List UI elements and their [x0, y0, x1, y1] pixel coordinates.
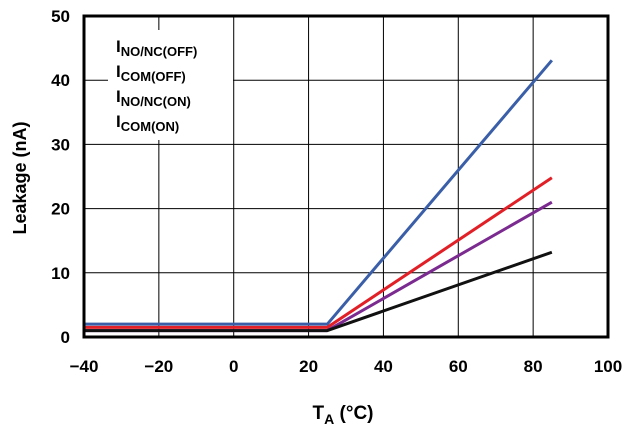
legend-entry-main: I — [116, 112, 121, 131]
x-axis-label-sub: A — [324, 411, 334, 425]
series-line-3 — [84, 200, 553, 333]
legend-entry-main: I — [116, 37, 121, 56]
x-axis-label-suffix: (°C) — [334, 403, 373, 424]
x-tick-label: −40 — [70, 357, 99, 376]
legend-entry-main: I — [116, 87, 121, 106]
x-axis-label: TA (°C) — [313, 403, 374, 425]
x-tick-labels: −40 −20 0 20 40 60 80 100 — [70, 357, 623, 376]
plot-frame — [82, 14, 610, 339]
x-tick-label: 40 — [374, 357, 393, 376]
y-tick-label: 10 — [51, 264, 70, 283]
x-tick-label: 80 — [524, 357, 543, 376]
legend-entry-sub: COM(ON) — [121, 119, 180, 134]
legend-entry-sub: NO/NC(ON) — [121, 94, 191, 109]
y-tick-label: 50 — [51, 7, 70, 26]
y-tick-labels: 0 10 20 30 40 50 — [51, 7, 70, 347]
x-tick-label: 60 — [449, 357, 468, 376]
series-line-1 — [84, 59, 553, 326]
y-tick-label: 30 — [51, 135, 70, 154]
series-lines — [84, 59, 553, 333]
x-tick-label: 100 — [594, 357, 622, 376]
legend-background — [108, 30, 233, 140]
legend-entry-main: I — [116, 62, 121, 81]
x-axis-label-main: T — [313, 403, 325, 424]
x-tick-label: 20 — [299, 357, 318, 376]
series-line-4 — [84, 250, 553, 333]
legend-entry-3: INO/NC(ON) — [116, 87, 191, 109]
legend-entry-2: ICOM(OFF) — [116, 62, 186, 84]
x-tick-label: 0 — [229, 357, 238, 376]
x-tick-label: −20 — [144, 357, 173, 376]
legend-entry-sub: NO/NC(OFF) — [121, 44, 198, 59]
legend-entry-1: INO/NC(OFF) — [116, 37, 197, 59]
legend-entry-sub: COM(OFF) — [121, 69, 186, 84]
legend: INO/NC(OFF)ICOM(OFF)INO/NC(ON)ICOM(ON) — [108, 30, 233, 140]
legend-entry-4: ICOM(ON) — [116, 112, 179, 134]
y-tick-label: 20 — [51, 200, 70, 219]
y-tick-label: 0 — [61, 328, 70, 347]
y-axis-label: Leakage (nA) — [10, 121, 30, 234]
y-tick-label: 40 — [51, 71, 70, 90]
series-line-2 — [84, 176, 553, 329]
